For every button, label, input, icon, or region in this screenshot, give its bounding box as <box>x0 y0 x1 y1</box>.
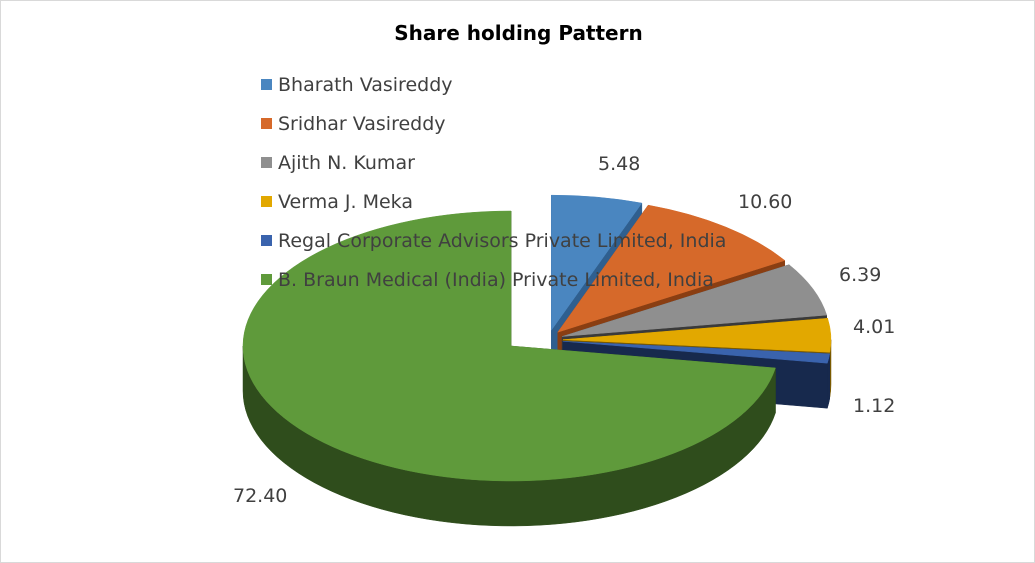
slice-b <box>242 210 776 482</box>
legend-swatch <box>261 196 272 207</box>
data-label-ajith: 6.39 <box>839 264 882 286</box>
data-label-sridhar: 10.60 <box>738 191 793 213</box>
legend-label: Bharath Vasireddy <box>278 73 453 96</box>
legend-swatch <box>261 118 272 129</box>
data-label-bharath: 5.48 <box>598 153 641 175</box>
legend-swatch <box>261 79 272 90</box>
slice-sridhar <box>557 204 786 333</box>
slice-bharath <box>551 194 643 331</box>
legend-swatch <box>261 157 272 168</box>
slice-verma <box>562 318 832 353</box>
legend-swatch <box>261 274 272 285</box>
slice-ajith <box>562 264 828 337</box>
legend-label: Ajith N. Kumar <box>278 151 415 174</box>
data-label-regal: 1.12 <box>853 395 896 417</box>
legend-swatch <box>261 235 272 246</box>
legend-item: Bharath Vasireddy <box>261 65 726 104</box>
legend-label: B. Braun Medical (India) Private Limited… <box>278 268 714 291</box>
legend-label: Sridhar Vasireddy <box>278 112 446 135</box>
legend-item: Regal Corporate Advisors Private Limited… <box>261 221 726 260</box>
legend: Bharath Vasireddy Sridhar Vasireddy Ajith … <box>261 65 726 299</box>
chart-title: Share holding Pattern <box>394 21 643 45</box>
data-label-bbraun: 72.40 <box>233 485 288 507</box>
legend-item: B. Braun Medical (India) Private Limited… <box>261 260 726 299</box>
legend-item: Verma J. Meka <box>261 182 726 221</box>
data-label-verma: 4.01 <box>853 316 896 338</box>
legend-label: Regal Corporate Advisors Private Limited… <box>278 229 727 252</box>
legend-item: Sridhar Vasireddy <box>261 104 726 143</box>
legend-item: Ajith N. Kumar <box>261 143 726 182</box>
slice-regal <box>562 341 831 364</box>
legend-label: Verma J. Meka <box>278 190 413 213</box>
